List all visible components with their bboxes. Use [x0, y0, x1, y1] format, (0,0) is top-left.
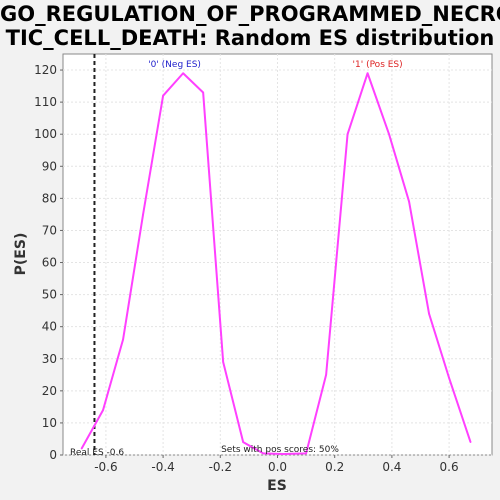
real-es-label: Real ES -0.6: [70, 448, 124, 458]
data-point: [142, 213, 144, 216]
y-tick-label: 60: [42, 256, 57, 270]
y-tick-label: 100: [34, 127, 57, 141]
y-axis-label: P(ES): [13, 233, 29, 276]
data-point: [122, 338, 124, 341]
es-distribution-line: [80, 72, 472, 456]
chart-title-line-1: GO_REGULATION_OF_PROGRAMMED_NECRO: [0, 2, 500, 26]
chart-title: GO_REGULATION_OF_PROGRAMMED_NECRO TIC_CE…: [0, 2, 500, 50]
pos-es-annotation: '1' (Pos ES): [353, 60, 403, 70]
neg-es-annotation: '0' (Neg ES): [148, 60, 201, 70]
es-distribution-points: [80, 72, 472, 455]
y-tick-label: 120: [34, 63, 57, 77]
x-tick-label: -0.6: [94, 460, 117, 474]
data-point: [469, 441, 472, 443]
data-point: [408, 200, 410, 203]
x-tick-label: 0.2: [325, 460, 344, 474]
y-tick-label: 10: [42, 416, 57, 430]
data-point: [346, 133, 349, 135]
data-point: [366, 72, 369, 75]
x-axis-label: ES: [267, 478, 287, 494]
y-tick-label: 40: [42, 320, 57, 334]
y-tick-label: 110: [34, 95, 57, 109]
x-tick-label: 0.6: [440, 460, 459, 474]
data-point: [222, 361, 224, 363]
y-tick-label: 20: [42, 384, 57, 398]
data-point: [80, 447, 83, 450]
y-tick-label: 30: [42, 352, 57, 366]
y-tick-label: 0: [49, 448, 57, 462]
data-point: [325, 374, 327, 376]
x-tick-label: 0.0: [268, 460, 287, 474]
x-tick-label: -0.4: [151, 460, 174, 474]
data-point: [182, 72, 184, 75]
y-tick-label: 70: [42, 223, 57, 237]
pos-scores-note: Sets with pos scores: 50%: [221, 445, 339, 455]
axis-ticks: 0 10 20 30 40 50 60 70 80 90 100 110 120 -0.6 -0.4 -0.2…: [34, 63, 459, 474]
y-tick-label: 50: [42, 288, 57, 302]
chart-title-line-2: TIC_CELL_DEATH: Random ES distribution: [5, 26, 495, 50]
data-point: [448, 377, 450, 379]
data-point: [162, 94, 164, 97]
data-point: [305, 452, 307, 455]
data-point: [428, 313, 430, 315]
data-point: [388, 133, 390, 135]
y-tick-label: 80: [42, 191, 57, 205]
data-point: [102, 409, 104, 411]
data-point: [282, 453, 285, 455]
x-tick-label: 0.4: [382, 460, 401, 474]
x-tick-label: -0.2: [209, 460, 232, 474]
data-point: [202, 91, 204, 94]
y-tick-label: 90: [42, 159, 57, 173]
data-point: [262, 452, 265, 455]
data-point: [242, 441, 244, 443]
